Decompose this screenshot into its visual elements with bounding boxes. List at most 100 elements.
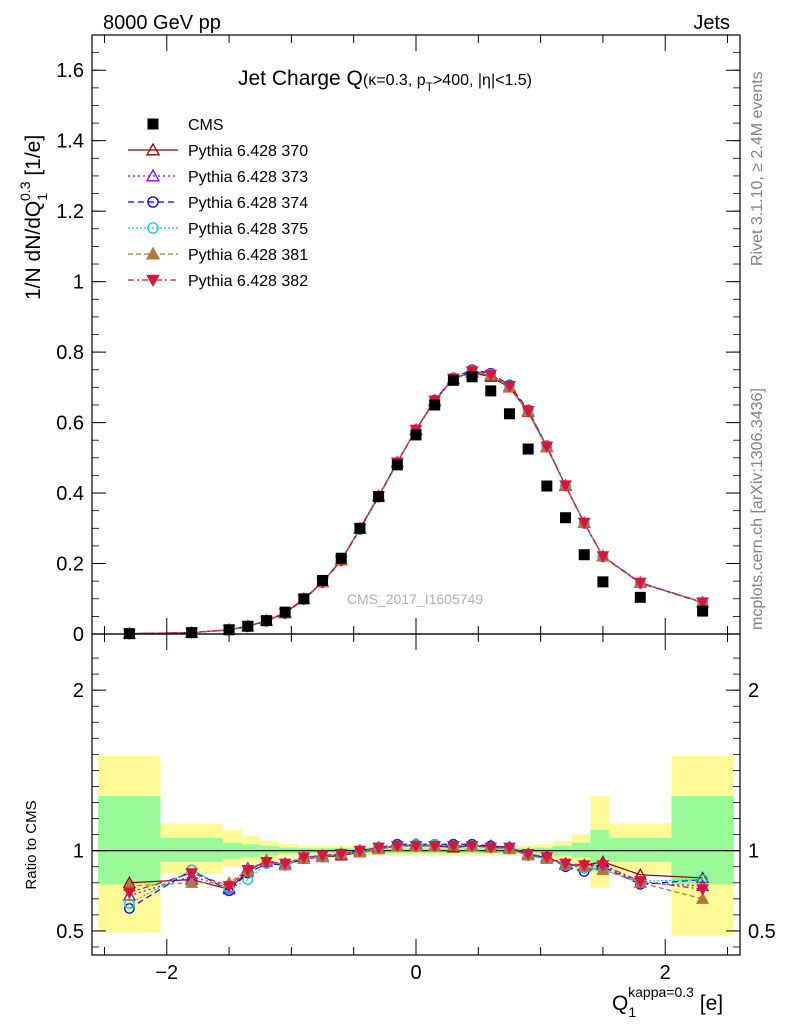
ratio-point xyxy=(540,852,554,864)
main-point xyxy=(633,577,647,590)
main-ytick-label: 0.4 xyxy=(56,483,84,505)
cms-data-point xyxy=(279,606,291,618)
cms-data-point xyxy=(186,627,198,639)
ratio-point xyxy=(559,858,572,871)
svg-text:Jet Charge Q(κ=0.3, pT>400, |η: Jet Charge Q(κ=0.3, pT>400, |η|<1.5) xyxy=(238,67,532,94)
ratio-frame xyxy=(91,633,741,956)
jets-label: Jets xyxy=(693,12,730,34)
ratio-ytick-label-left: 2 xyxy=(73,680,84,702)
ratio-point xyxy=(372,842,385,854)
ratio-point xyxy=(353,845,367,858)
xlabel-sup: kappa=0.3 xyxy=(628,984,694,1000)
cms-data-point xyxy=(335,552,347,564)
ratio-point xyxy=(503,842,516,854)
rivet-version-label: Rivet 3.1.10, ≥ 2.4M events xyxy=(749,71,766,266)
cms-data-point xyxy=(503,408,515,420)
ratio-band-inner xyxy=(160,837,223,862)
xlabel-unit: [e] xyxy=(694,992,723,1015)
legend-marker xyxy=(147,196,159,208)
ratio-ytick-label-left: 0.5 xyxy=(56,921,84,943)
main-ytick-label: 0.6 xyxy=(56,413,84,435)
title-sub: (κ=0.3, p xyxy=(363,72,426,89)
ratio-xtick-label: −2 xyxy=(155,962,178,984)
ratio-point xyxy=(696,891,710,904)
legend-entry-label: Pythia 6.428 373 xyxy=(188,169,308,186)
ratio-point xyxy=(122,888,136,901)
ratio-point xyxy=(185,868,199,880)
cms-data-point xyxy=(429,399,441,411)
energy-label: 8000 GeV pp xyxy=(103,12,221,34)
ratio-point xyxy=(696,871,710,884)
main-point xyxy=(577,517,591,530)
ratio-band-inner xyxy=(671,796,734,885)
main-ytick-label: 0 xyxy=(73,624,84,646)
title-sub-rest: >400, |η|<1.5) xyxy=(433,72,532,89)
main-ytick-label: 1.2 xyxy=(56,201,84,223)
main-point xyxy=(503,381,516,393)
cms-data-point xyxy=(317,574,329,586)
ratio-point xyxy=(633,876,647,888)
ratio-plot-panel xyxy=(92,755,740,936)
cms-data-point xyxy=(560,512,572,524)
plot-title: Jet Charge Q(κ=0.3, pT>400, |η|<1.5) xyxy=(238,67,532,94)
cms-data-point xyxy=(354,522,366,534)
ratio-point xyxy=(596,860,610,872)
ratio-point xyxy=(222,881,236,893)
cms-data-point xyxy=(466,371,478,383)
main-point xyxy=(484,369,498,382)
legend-entry-label: Pythia 6.428 381 xyxy=(188,247,308,264)
main-ytick-label: 0.2 xyxy=(56,554,84,576)
ratio-point xyxy=(390,840,404,853)
ratio-band-inner xyxy=(609,837,672,862)
ratio-ytick-label-right: 0.5 xyxy=(748,921,776,943)
cms-data-point xyxy=(242,620,254,632)
cms-data-point xyxy=(410,429,422,441)
ratio-xtick-label: 0 xyxy=(410,962,421,984)
main-ylabel: 1/N dN/dQ10.3 [1/e] xyxy=(17,135,50,300)
cms-data-point xyxy=(373,491,385,503)
ratio-point xyxy=(278,858,292,871)
ratio-point xyxy=(316,850,329,863)
ratio-xtick-label: 2 xyxy=(660,962,671,984)
ylabel-sup: 0.3 xyxy=(17,181,33,201)
svg-text:Q1kappa=0.3 [e]: Q1 kappa=0.3 [e] xyxy=(612,984,723,1020)
ratio-ylabel: Ratio to CMS xyxy=(23,800,40,889)
ylabel-main: 1/N dN/dQ xyxy=(22,201,45,300)
legend-marker xyxy=(145,142,161,156)
cms-data-point xyxy=(260,615,272,627)
ratio-point xyxy=(241,865,255,877)
main-ytick-label: 1 xyxy=(73,272,84,294)
ratio-point xyxy=(260,857,273,869)
main-point xyxy=(521,406,535,418)
main-point xyxy=(696,597,709,609)
ratio-band-inner xyxy=(98,796,161,885)
legend-marker-cms xyxy=(147,118,159,130)
svg-text:1/N dN/dQ10.3 [1/e]: 1/N dN/dQ10.3 [1/e] xyxy=(17,135,50,300)
legend: CMS Pythia 6.428 370 Pythia 6.428 373 Pythi… xyxy=(128,117,308,290)
legend-marker xyxy=(145,246,161,260)
ratio-xlabel: Q1 kappa=0.3 [e] xyxy=(612,984,723,1020)
title-sub-sub: T xyxy=(426,80,434,94)
ratio-point xyxy=(124,898,135,909)
ratio-point xyxy=(447,840,460,853)
cms-data-point xyxy=(522,443,534,455)
ratio-point xyxy=(334,848,348,861)
legend-marker xyxy=(147,222,159,234)
cms-data-point xyxy=(578,549,590,561)
ylabel-sub: 1 xyxy=(34,193,50,201)
ratio-ytick-label-left: 1 xyxy=(73,841,84,863)
analysis-watermark: CMS_2017_I1605749 xyxy=(347,591,483,607)
xlabel-main: Q xyxy=(612,992,628,1015)
main-ytick-label: 0.8 xyxy=(56,342,84,364)
legend-marker xyxy=(146,274,160,288)
ratio-band-inner xyxy=(571,842,591,858)
ratio-point xyxy=(484,842,498,854)
legend-entry-label: Pythia 6.428 382 xyxy=(188,273,308,290)
cms-data-point xyxy=(597,576,609,588)
mcplots-label: mcplots.cern.ch [arXiv:1306.3436] xyxy=(749,388,766,630)
ratio-point xyxy=(297,852,311,864)
ratio-point xyxy=(696,884,709,896)
legend-entry-label: Pythia 6.428 370 xyxy=(188,143,308,160)
legend-entry-label: Pythia 6.428 375 xyxy=(188,221,308,238)
cms-data-point xyxy=(541,480,553,492)
